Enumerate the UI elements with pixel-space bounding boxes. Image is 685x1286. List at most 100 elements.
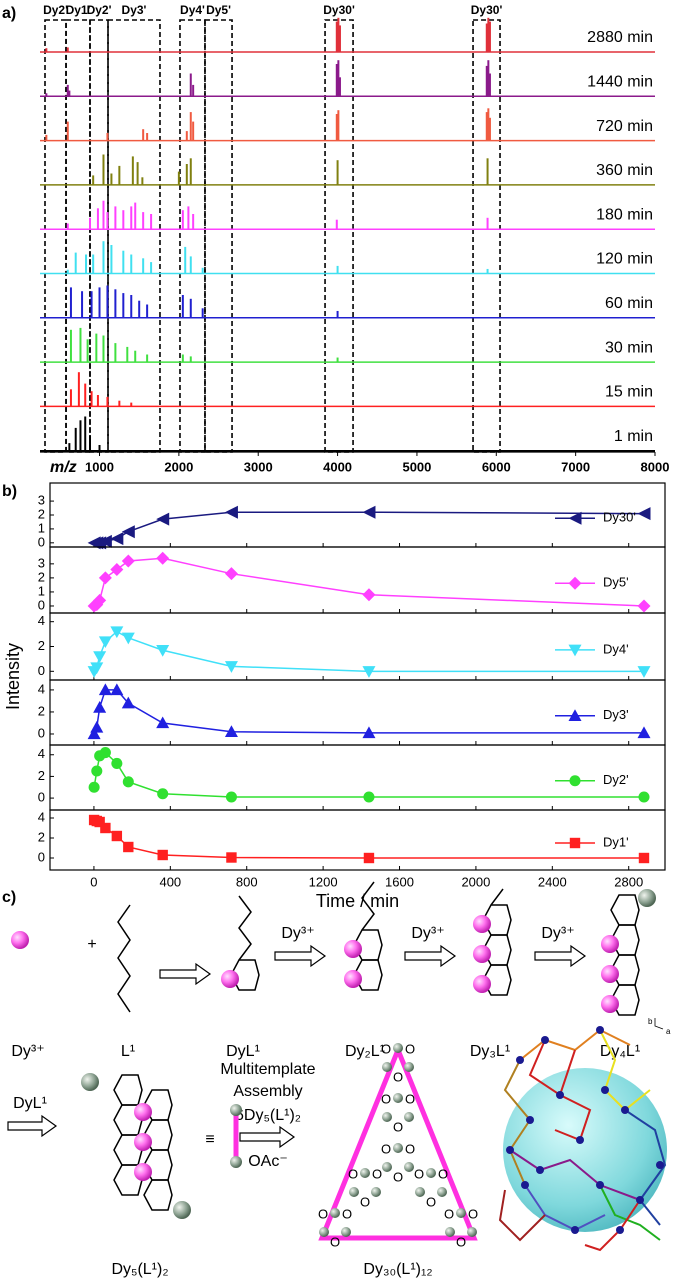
y-tick-label: 2 [38, 768, 45, 783]
marker [362, 505, 376, 519]
marker [93, 651, 107, 663]
legend-label: Dy1' [603, 834, 629, 849]
marker [362, 588, 376, 602]
panel-label: b) [2, 483, 17, 500]
marker [93, 593, 107, 607]
atom-ball [445, 1227, 455, 1237]
y-tick-label: 2 [38, 829, 45, 844]
atom-label: O [381, 1141, 391, 1156]
arrow-label: Dy³⁺ [541, 925, 574, 942]
marker [157, 788, 169, 800]
y-axis-label: Intensity [3, 643, 23, 710]
atom-label: O [348, 1166, 358, 1181]
region-label: Dy4' [180, 3, 205, 17]
marker [90, 662, 104, 675]
y-tick-label: 4 [38, 809, 45, 824]
panel-label: c) [2, 889, 16, 906]
y-tick-label: 0 [38, 597, 45, 612]
trace-label: 60 min [605, 295, 653, 312]
atom-ball [473, 975, 491, 993]
marker [111, 830, 123, 842]
marker [638, 852, 650, 864]
scheme-panel: + Dy³⁺ L¹ DyL¹ Dy₂L¹ Dy₃L¹ Dy₄L¹ Dy³⁺ Dy… [7, 881, 671, 1278]
marker [110, 562, 124, 576]
marker [88, 781, 100, 793]
marker [157, 849, 168, 861]
series-line [93, 630, 644, 673]
equiv: ≡ [205, 1131, 214, 1148]
marker [98, 534, 112, 548]
y-tick-label: 2 [38, 703, 45, 718]
marker [121, 554, 135, 568]
y-tick-label: 2 [38, 569, 45, 584]
marker [637, 507, 651, 521]
marker [637, 666, 651, 678]
marker [637, 599, 651, 613]
atoms [506, 1026, 664, 1234]
series-line [93, 689, 644, 735]
y-tick-label: 0 [38, 534, 45, 549]
condition: Assembly [233, 1083, 302, 1100]
region-label: Dy2' [87, 3, 112, 17]
axis-label: a [666, 1027, 671, 1036]
atom-ball [426, 1168, 436, 1178]
ring [143, 1179, 173, 1211]
marker [110, 626, 124, 639]
atom-label: O [468, 1206, 478, 1221]
atom-label: O [405, 1091, 415, 1106]
atom-ball [382, 1112, 392, 1122]
x-axis-label: m/z [50, 459, 77, 476]
atom-label: O [381, 1041, 391, 1056]
marker [121, 696, 135, 709]
legend-label: Dy2' [603, 772, 629, 787]
cage-triangle [318, 1043, 478, 1241]
y-tick-label: 3 [38, 493, 45, 508]
x-tick-label: 7000 [561, 459, 590, 474]
scheme-label: Dy₃L¹ [470, 1043, 510, 1060]
atom-label: O [381, 1091, 391, 1106]
x-tick-label: 2000 [461, 874, 490, 889]
atom-label: O [405, 1041, 415, 1056]
dy-ion [11, 931, 29, 949]
atom-ball [393, 1093, 403, 1103]
atom-ball [415, 1187, 425, 1197]
marker [224, 567, 238, 581]
x-tick-label: 4000 [323, 459, 352, 474]
x-tick-label: 1600 [385, 874, 414, 889]
atom-label: O [372, 1166, 382, 1181]
atom-ball [467, 1227, 477, 1237]
atom-ball [473, 915, 491, 933]
atom-ball [371, 1187, 381, 1197]
x-tick-label: 2400 [538, 874, 567, 889]
y-tick-label: 0 [38, 663, 45, 678]
atom-ball [437, 1187, 447, 1197]
chain [238, 895, 252, 961]
atom-ball [330, 1208, 340, 1218]
atom-ball [638, 889, 656, 907]
marker [225, 791, 237, 803]
atom-label: O [438, 1166, 448, 1181]
atom-ball [344, 970, 362, 988]
atom-label: O [393, 1169, 403, 1184]
region-label: Dy30' [323, 3, 355, 17]
atom-ball [341, 1227, 351, 1237]
trace-label: 2880 min [587, 29, 653, 46]
marker [568, 709, 582, 721]
atom-ball [349, 1187, 359, 1197]
atom-ball [404, 1162, 414, 1172]
axis-indicator [654, 1018, 664, 1030]
region-box [107, 19, 161, 453]
scheme-label: Dy₃₀(L¹)₁₂ [363, 1261, 432, 1278]
y-tick-label: 0 [38, 790, 45, 805]
legend-label: Dy3' [603, 707, 629, 722]
x-tick-label: 1000 [85, 459, 114, 474]
marker [156, 716, 170, 729]
atom-label: O [456, 1234, 466, 1249]
dumbbell-end [230, 1156, 242, 1168]
scheme-label: Dy₅(L¹)₂ [111, 1261, 168, 1278]
scheme-label: L¹ [121, 1043, 135, 1060]
marker [98, 683, 112, 696]
plot-frame [49, 679, 666, 746]
x-tick-label: 5000 [402, 459, 431, 474]
marker [568, 576, 582, 590]
